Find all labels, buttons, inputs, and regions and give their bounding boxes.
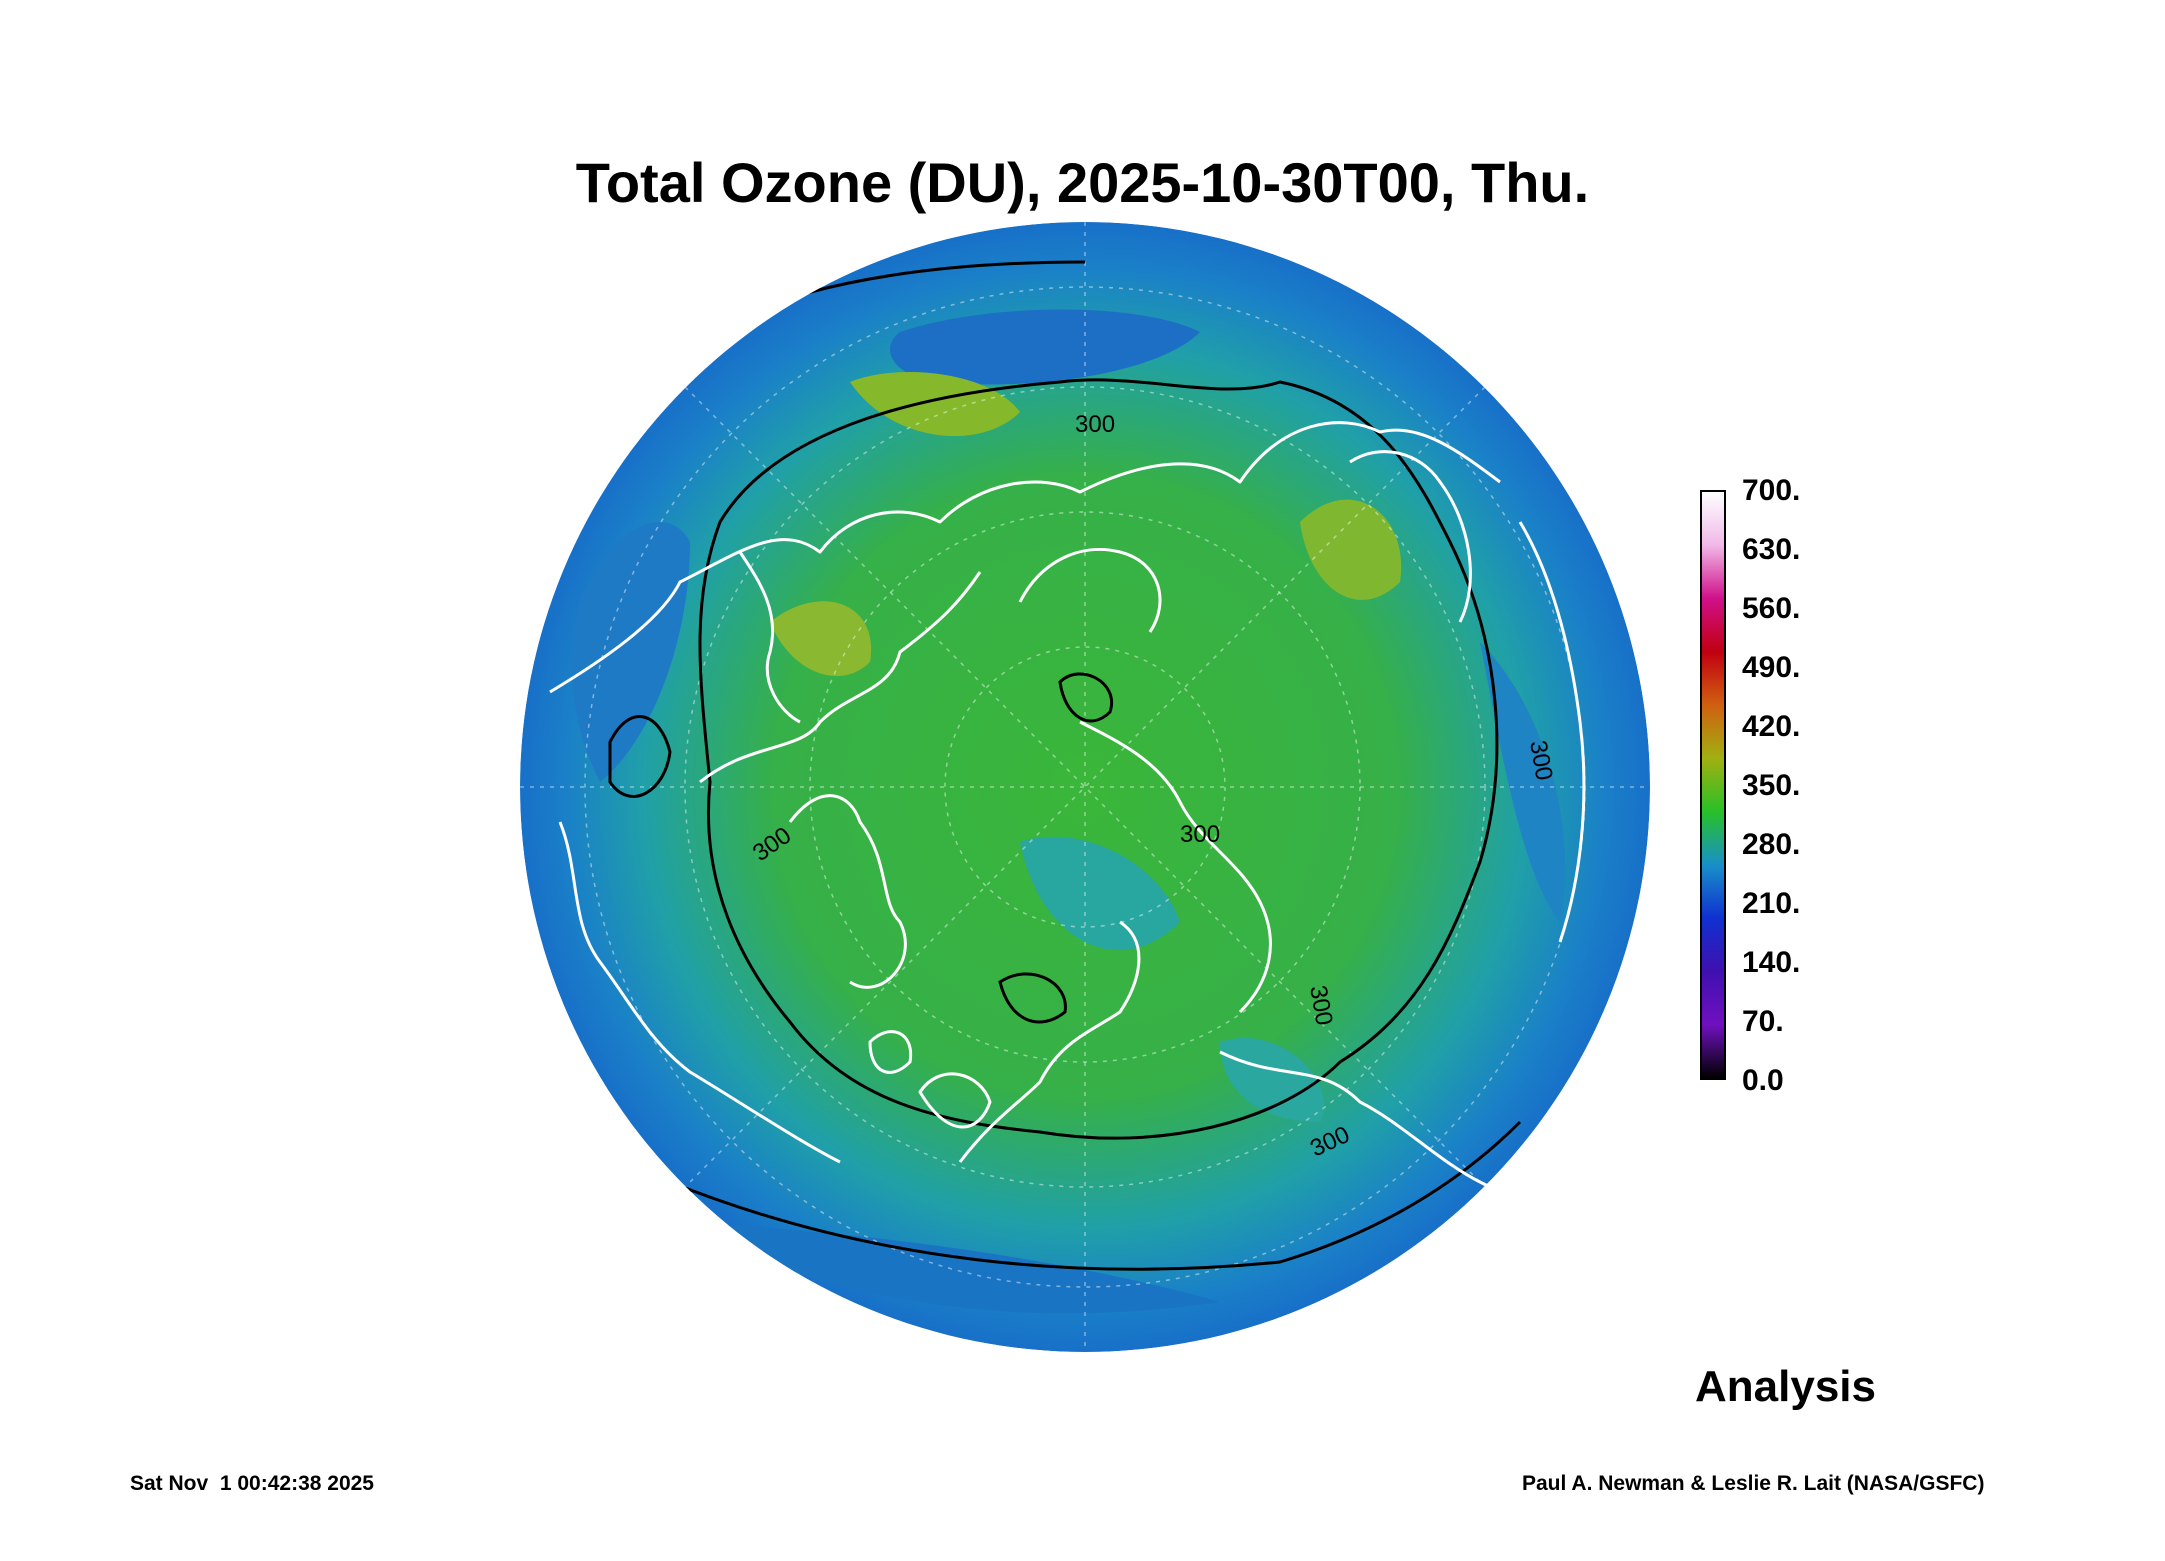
high-ozone-region — [1300, 499, 1402, 600]
colorbar — [1700, 490, 1726, 1080]
low-ozone-region — [680, 1222, 1220, 1314]
contour-label: 300 — [1180, 821, 1220, 848]
high-ozone-region — [770, 601, 872, 677]
analysis-label: Analysis — [1695, 1362, 1876, 1411]
coastlines — [549, 421, 1601, 1234]
footer-timestamp: Sat Nov 1 00:42:38 2025 — [130, 1472, 374, 1495]
low-ozone-region — [571, 522, 690, 782]
colorbar-tick: 0.0 — [1742, 1064, 1784, 1097]
map-title: Total Ozone (DU), 2025-10-30T00, Thu. — [575, 151, 1590, 214]
colorbar-tick: 350. — [1742, 769, 1801, 802]
mid-ozone-region — [1020, 836, 1180, 951]
ozone-globe-map: 300 300 300 300 300 300 — [520, 222, 1650, 1352]
colorbar-tick: 280. — [1742, 828, 1801, 861]
colorbar-tick: 700. — [1742, 474, 1801, 507]
colorbar-tick: 210. — [1742, 887, 1801, 920]
colorbar-tick: 490. — [1742, 651, 1801, 684]
ozone-globe-svg: 300 300 300 300 300 300 — [520, 222, 1650, 1352]
colorbar-tick: 560. — [1742, 592, 1801, 625]
colorbar-tick: 70. — [1742, 1005, 1784, 1038]
colorbar-tick: 140. — [1742, 946, 1801, 979]
colorbar-tick: 420. — [1742, 710, 1801, 743]
low-ozone-region — [1480, 642, 1566, 922]
mid-ozone-region — [1220, 1038, 1324, 1122]
low-ozone-region — [890, 309, 1200, 385]
footer-credit: Paul A. Newman & Leslie R. Lait (NASA/GS… — [1522, 1472, 1985, 1495]
high-ozone-region — [850, 372, 1020, 436]
contour-label: 300 — [1075, 411, 1115, 438]
colorbar-tick: 630. — [1742, 533, 1801, 566]
